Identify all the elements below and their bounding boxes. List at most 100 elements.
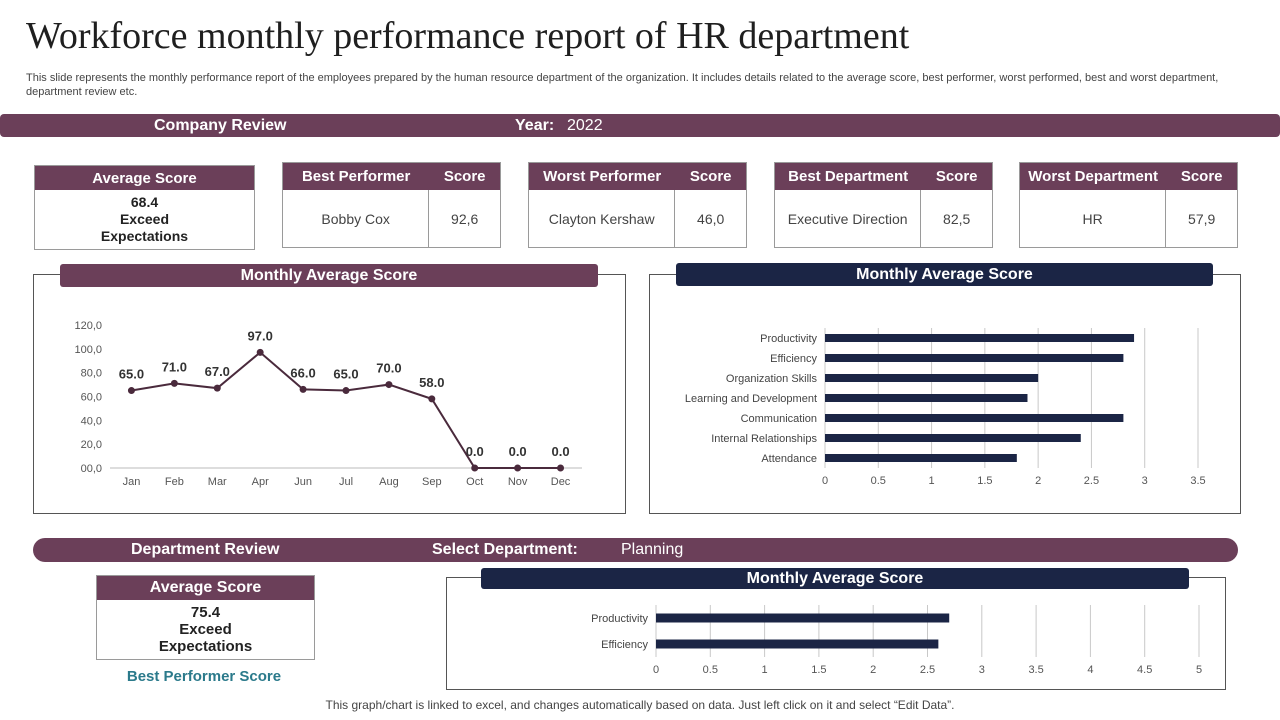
average-score-card: Average Score 68.4 Exceed Expectations (34, 165, 255, 250)
best-performer-score-header: Score (443, 168, 486, 185)
best-department-header: Best Department (788, 168, 909, 185)
bar (825, 354, 1124, 362)
category-label: Efficiency (770, 353, 817, 365)
category-label: Organization Skills (726, 373, 818, 385)
x-tick-label: 3.5 (1190, 475, 1205, 487)
bar (825, 454, 1017, 462)
bar (825, 434, 1081, 442)
department-review-label: Department Review (131, 541, 280, 558)
x-tick-label: 1 (929, 475, 935, 487)
x-tick-label: Jan (123, 476, 141, 488)
x-tick-label: Feb (165, 476, 184, 488)
worst-performer-header: Worst Performer (543, 168, 662, 185)
x-tick-label: 3 (979, 664, 985, 676)
x-tick-label: 1.5 (811, 664, 826, 676)
skills-bar-chart[interactable]: 0 0.5 1 1.5 2 2.5 3 3.5 Productivity Efficiency Or… (650, 288, 1240, 512)
bar (825, 414, 1124, 422)
x-tick-label: 0 (822, 475, 828, 487)
bar (656, 639, 939, 649)
data-label: 65.0 (119, 367, 144, 382)
worst-department-header: Worst Department (1028, 168, 1159, 185)
line-point (385, 381, 393, 389)
department-average-score-header: Average Score (97, 576, 314, 600)
best-department-name: Executive Direction (775, 190, 922, 247)
x-tick-label: Apr (252, 476, 269, 488)
data-label: 58.0 (419, 375, 444, 390)
department-review-band: Department Review Select Department: Pla… (33, 538, 1238, 562)
select-department-label: Select Department: (432, 541, 578, 558)
line-chart[interactable]: 00,0 20,0 40,0 60,0 80,0 100,0 120,0 Jan Feb Mar A… (34, 288, 624, 512)
category-label: Efficiency (601, 639, 648, 651)
y-tick-label: 80,0 (81, 368, 102, 380)
department-average-score-card: Average Score 75.4 Exceed Expectations (96, 575, 315, 660)
bar (825, 374, 1039, 382)
data-label: 0.0 (509, 444, 527, 459)
average-score-line2: Exceed (119, 211, 170, 227)
x-tick-label: 5 (1196, 664, 1202, 676)
x-tick-label: 0 (653, 664, 659, 676)
category-label: Internal Relationships (711, 433, 817, 445)
department-bar-chart[interactable]: 0 0.5 1 1.5 2 2.5 3 3.5 4 4.5 5 Productivity Efficie… (447, 590, 1225, 688)
worst-performer-name: Clayton Kershaw (529, 190, 676, 247)
x-tick-label: 1 (762, 664, 768, 676)
best-performer-score-link[interactable]: Best Performer Score (126, 668, 282, 685)
line-point (557, 464, 565, 472)
category-label: Attendance (761, 453, 817, 465)
x-tick-label: 2 (870, 664, 876, 676)
company-review-band: Company Review Year: 2022 (0, 114, 1280, 137)
best-performer-score: 92,6 (451, 210, 479, 227)
year-value[interactable]: 2022 (567, 116, 603, 134)
data-label: 66.0 (290, 365, 315, 380)
category-label: Productivity (760, 333, 817, 345)
company-review-label: Company Review (154, 116, 287, 134)
x-tick-label: Mar (208, 476, 227, 488)
department-average-score-line2: Exceed (179, 621, 232, 638)
best-performer-name: Bobby Cox (283, 190, 430, 247)
bar (825, 394, 1028, 402)
data-label: 97.0 (248, 328, 273, 343)
x-tick-label: 4 (1087, 664, 1093, 676)
best-performer-table: Best Performer Score Bobby Cox 92,6 (282, 162, 501, 248)
line-point (213, 384, 221, 392)
page-title: Workforce monthly performance report of … (26, 15, 910, 57)
data-label: 70.0 (376, 361, 401, 376)
category-label: Communication (741, 413, 817, 425)
x-tick-label: 3.5 (1028, 664, 1043, 676)
worst-department-score-header: Score (1180, 168, 1223, 185)
bar (825, 334, 1135, 342)
data-label: 0.0 (552, 444, 570, 459)
data-label: 67.0 (205, 364, 230, 379)
select-department-value[interactable]: Planning (621, 541, 684, 558)
line-point (299, 385, 307, 393)
data-label: 65.0 (333, 367, 358, 382)
y-tick-label: 20,0 (81, 439, 102, 451)
line-point (342, 387, 350, 395)
line-point (514, 464, 522, 472)
x-tick-label: 2 (1035, 475, 1041, 487)
y-tick-label: 120,0 (74, 320, 102, 332)
x-tick-label: Sep (422, 476, 442, 488)
worst-department-table: Worst Department Score HR 57,9 (1019, 162, 1238, 248)
page-subtitle: This slide represents the monthly perfor… (26, 72, 1219, 98)
line-point (127, 387, 135, 395)
data-label: 71.0 (162, 359, 187, 374)
year-label: Year: (515, 116, 555, 134)
department-average-score-line3: Expectations (158, 638, 253, 655)
x-tick-label: 2.5 (1084, 475, 1099, 487)
x-tick-label: 4.5 (1137, 664, 1152, 676)
line-point (256, 348, 264, 356)
x-tick-label: 0.5 (703, 664, 718, 676)
best-department-table: Best Department Score Executive Directio… (774, 162, 993, 248)
line-point (170, 379, 178, 387)
x-tick-label: 0.5 (871, 475, 886, 487)
worst-performer-score: 46,0 (697, 210, 725, 227)
best-department-score: 82,5 (943, 210, 971, 227)
worst-department-score: 57,9 (1188, 210, 1216, 227)
bar (656, 613, 950, 623)
category-label: Learning and Development (685, 393, 817, 405)
y-tick-label: 00,0 (81, 463, 102, 475)
average-score-line3: Expectations (100, 228, 189, 244)
category-label: Productivity (591, 613, 648, 625)
department-average-score-value: 75.4 (190, 604, 221, 621)
y-tick-label: 60,0 (81, 392, 102, 404)
